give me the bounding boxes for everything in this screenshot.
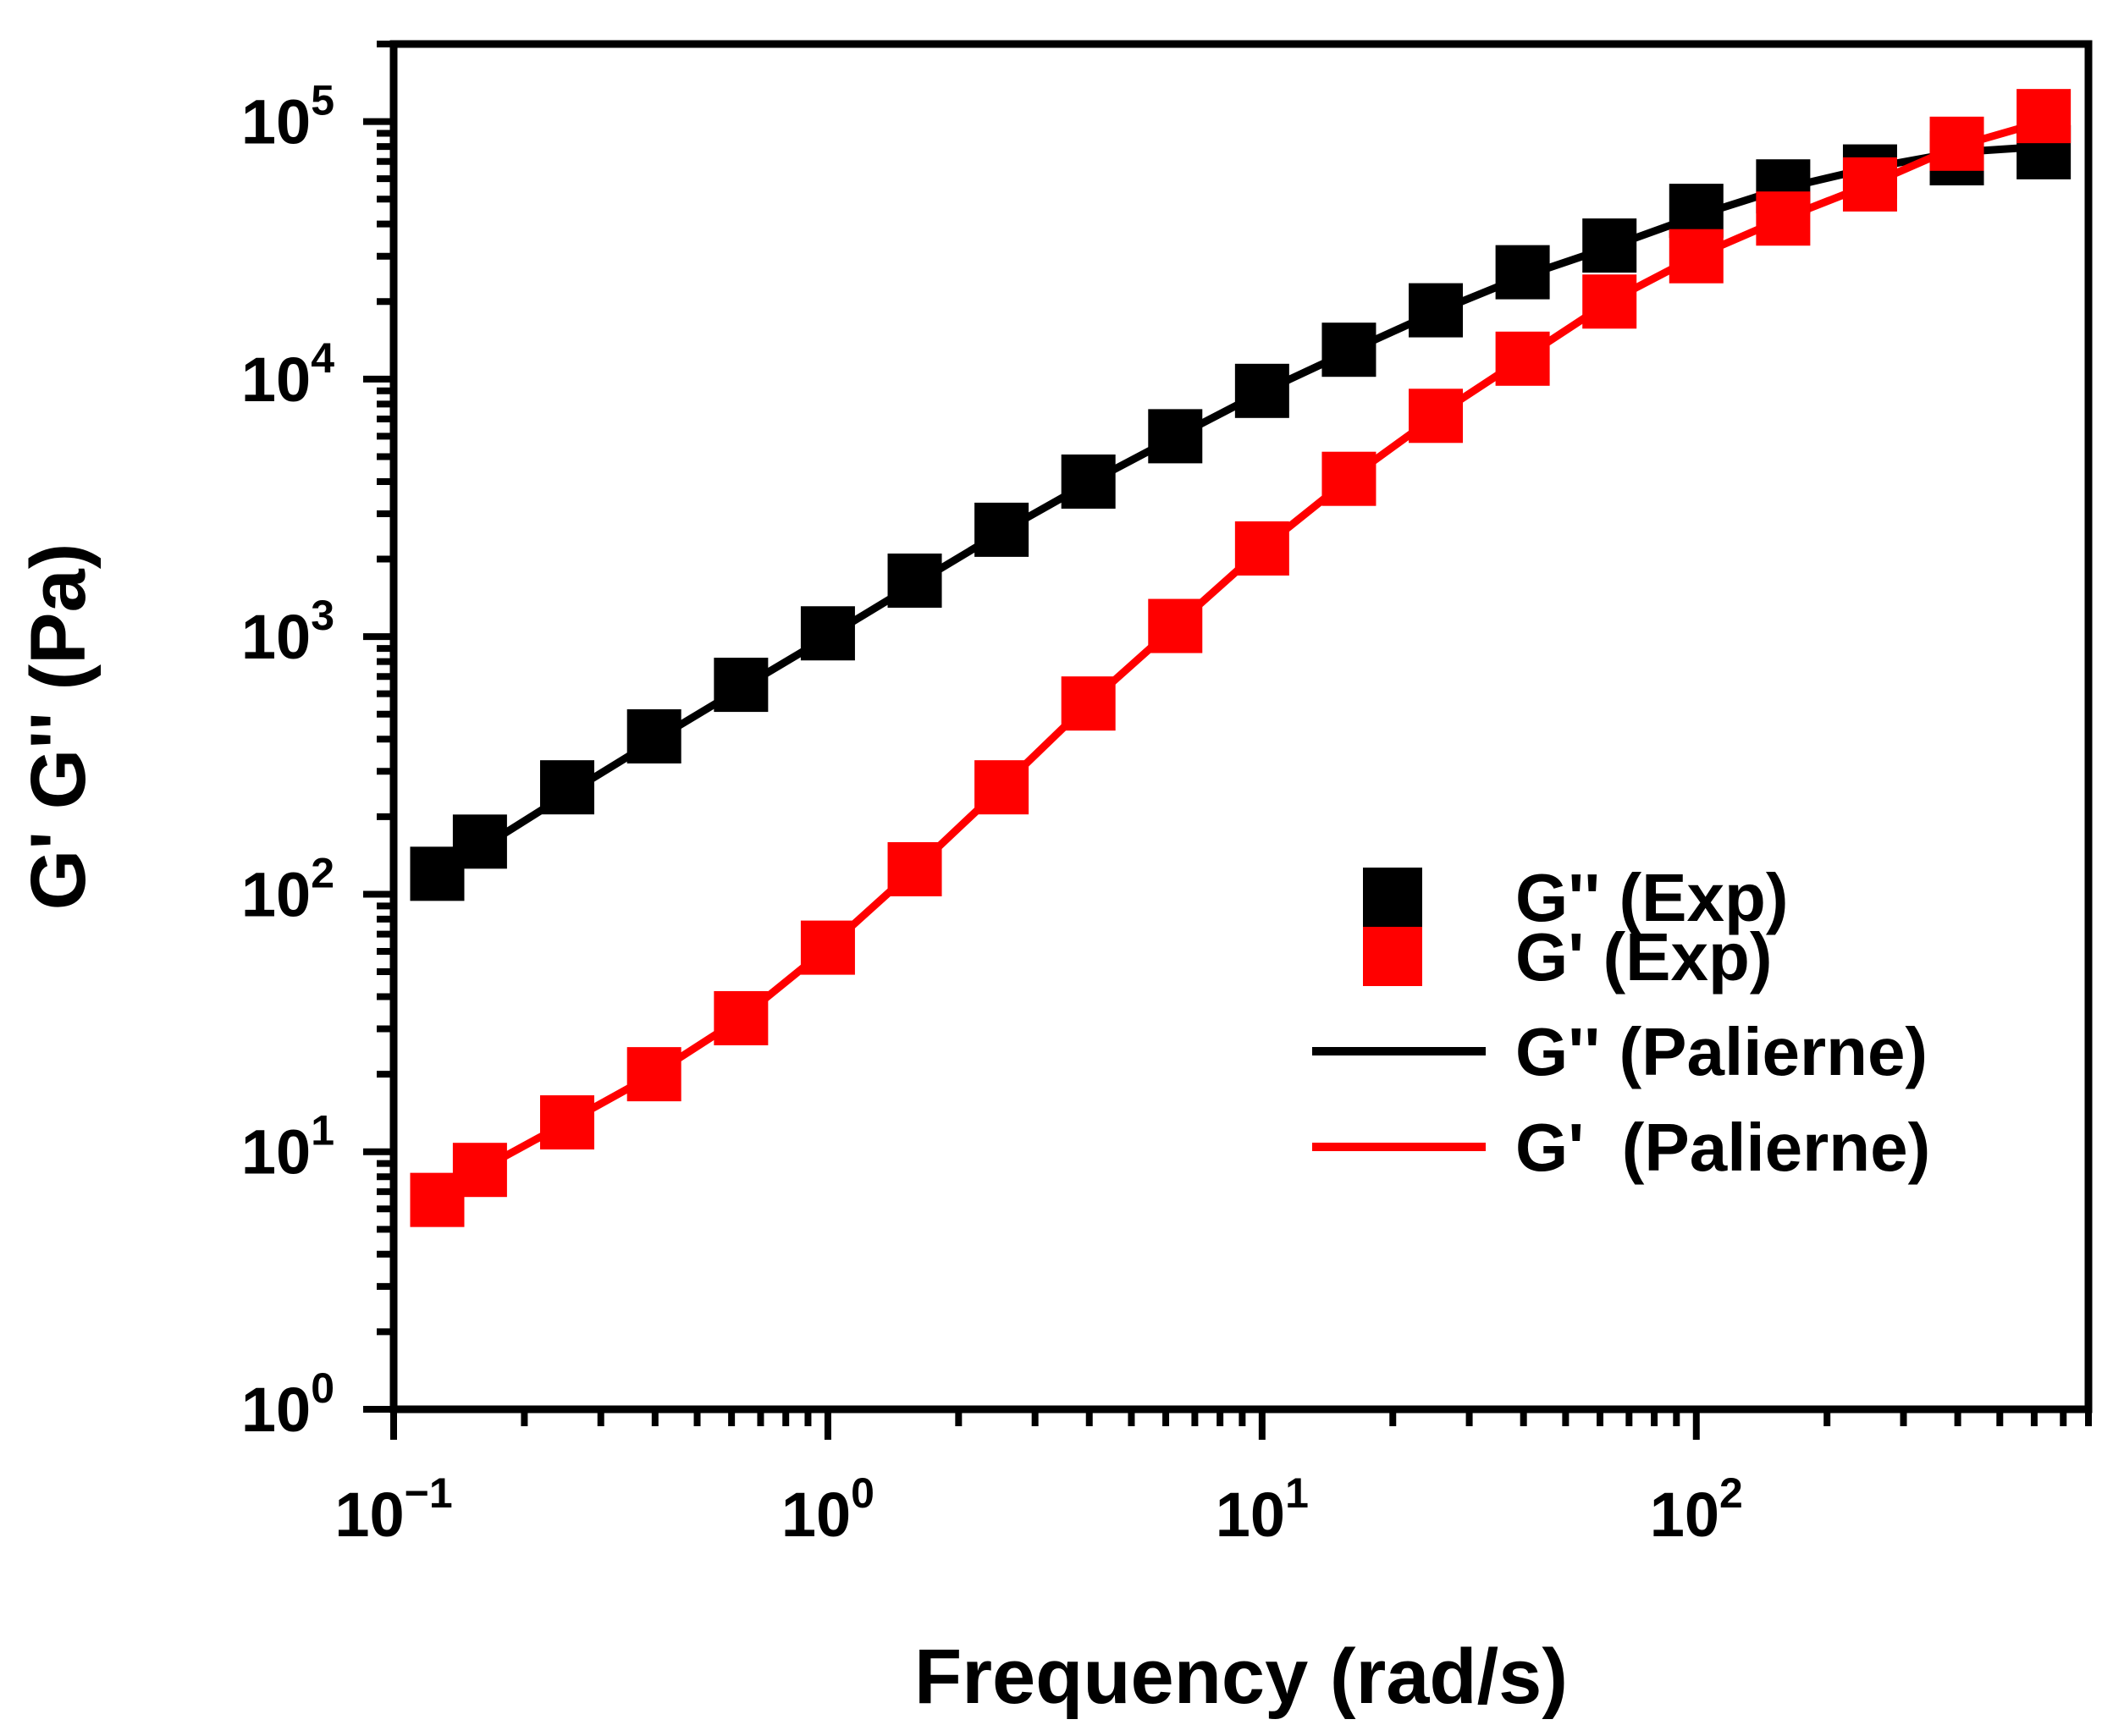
x-tick-label: 102 (1650, 1469, 1743, 1550)
x-axis-label: Frequency (rad/s) (914, 1634, 1568, 1720)
data-point (1582, 274, 1637, 329)
plot-frame (389, 40, 2093, 1414)
legend-marker (1363, 927, 1422, 986)
data-point (1409, 283, 1464, 338)
y-tick-label: 103 (241, 592, 334, 672)
axis-ticks (363, 41, 2092, 1440)
data-point (1148, 598, 1203, 653)
data-point (887, 841, 942, 896)
x-tick-label: 10−1 (334, 1469, 452, 1550)
data-point (626, 1047, 681, 1102)
data-point (800, 920, 855, 975)
y-tick-label: 104 (241, 334, 334, 415)
data-point (1061, 454, 1116, 509)
data-point (1234, 363, 1289, 418)
legend: G'' (Exp)G' (Exp) G'' (Palierne) G' (Palie… (1312, 860, 1930, 1185)
data-point (1929, 116, 1984, 171)
y-tick-label: 102 (241, 849, 334, 929)
data-point (540, 760, 595, 815)
data-point (1234, 521, 1289, 576)
legend-marker (1363, 868, 1422, 927)
data-point (1321, 451, 1376, 506)
legend-label: G' (Exp) (1515, 919, 1772, 995)
data-point (1321, 322, 1376, 378)
data-point (1148, 409, 1203, 464)
data-point (1409, 389, 1464, 444)
y-tick-label: 100 (241, 1364, 334, 1445)
data-point (626, 708, 681, 763)
data-point (1495, 245, 1550, 300)
data-point (1756, 191, 1811, 246)
data-point (1061, 676, 1116, 731)
y-tick-label: 101 (241, 1107, 334, 1188)
series-line-2 (434, 142, 2044, 882)
data-point (540, 1095, 595, 1150)
y-tick-label: 105 (241, 77, 334, 157)
legend-label: G' (Palierne) (1515, 1110, 1930, 1185)
x-tick-label: 101 (1216, 1469, 1309, 1550)
y-axis-label: G' G'' (Pa) (15, 543, 102, 911)
data-point (974, 760, 1029, 815)
data-point (714, 658, 769, 713)
data-point (714, 990, 769, 1045)
data-point (2016, 89, 2072, 144)
data-point (1842, 157, 1897, 212)
series-markers (410, 89, 2072, 1227)
data-point (1495, 331, 1550, 386)
data-point (452, 814, 507, 869)
data-point (1669, 229, 1724, 284)
data-point (1582, 218, 1637, 273)
data-point (800, 606, 855, 661)
data-point (1669, 184, 1724, 239)
data-point (452, 1143, 507, 1198)
data-point (974, 502, 1029, 557)
legend-label: G'' (Palierne) (1515, 1014, 1928, 1089)
data-point (887, 553, 942, 608)
x-tick-label: 100 (781, 1469, 874, 1550)
legend-label: G'' (Exp) (1515, 860, 1789, 935)
